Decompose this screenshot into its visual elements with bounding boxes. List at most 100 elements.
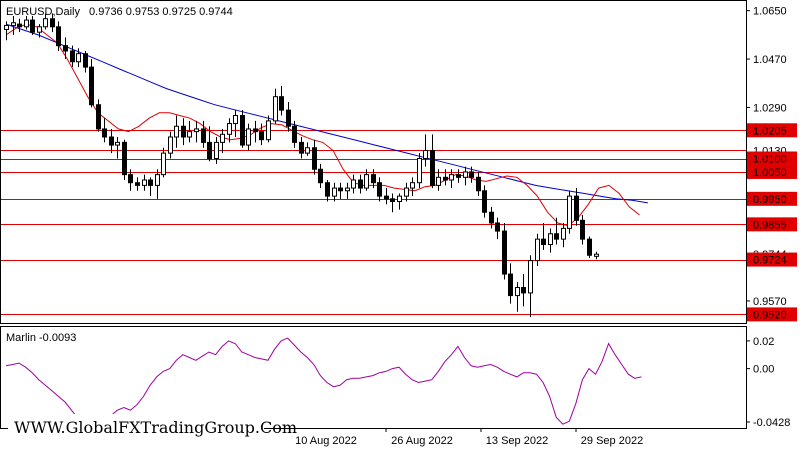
- candle: [24, 16, 29, 30]
- candle-body-bull: [214, 141, 219, 160]
- candle-body-bear: [50, 18, 55, 28]
- candle-body-bull: [246, 128, 251, 146]
- candle: [345, 182, 350, 199]
- candle-body-bear: [279, 96, 284, 111]
- candle: [128, 169, 133, 191]
- candle-body-bear: [574, 195, 579, 221]
- candle: [76, 48, 81, 68]
- candle-body-bull: [187, 131, 192, 138]
- main-chart-frame: [0, 0, 747, 324]
- candle-body-bear: [109, 136, 114, 146]
- indicator-tick-label: 0.00: [753, 364, 774, 376]
- candle-body-bear: [128, 174, 133, 184]
- candle: [528, 255, 533, 318]
- candle-body-bear: [371, 174, 376, 184]
- price-tick-label: 1.0470: [753, 54, 787, 66]
- level-label-box: [747, 252, 797, 267]
- candle-body-bear: [325, 182, 330, 197]
- candle: [259, 123, 264, 146]
- date-label: 10 Aug 2022: [295, 435, 357, 447]
- candle-body-bull: [528, 260, 533, 294]
- candle: [161, 147, 166, 178]
- candle-body-bull: [463, 171, 468, 178]
- candle-body-bear: [17, 23, 22, 28]
- candle: [410, 177, 415, 197]
- candle: [482, 185, 487, 218]
- candle-body-bear: [207, 141, 212, 160]
- ma-slow-line: [5, 23, 648, 204]
- price-tick-label: 1.0650: [753, 6, 787, 18]
- candle: [508, 263, 513, 304]
- level-label: 0.9724: [753, 255, 787, 267]
- level-label-box: [747, 307, 797, 322]
- price-tick-label: 1.0290: [753, 102, 787, 114]
- candle: [142, 174, 147, 191]
- candle-body-bear: [377, 182, 382, 197]
- candle: [580, 214, 585, 245]
- candle: [115, 137, 120, 159]
- level-label: 0.9520: [753, 309, 787, 321]
- candle-body-bull: [548, 233, 553, 246]
- candle: [194, 120, 199, 143]
- candle: [227, 118, 232, 143]
- candle: [89, 59, 94, 108]
- ohlc-readout: 0.9736 0.9753 0.9725 0.9744: [89, 6, 233, 18]
- indicator-frame: [0, 326, 747, 429]
- candle-body-bear: [338, 187, 343, 192]
- candle-body-bear: [489, 211, 494, 224]
- candle-body-bear: [587, 238, 592, 256]
- candle: [266, 115, 271, 143]
- candle-body-bear: [541, 238, 546, 246]
- candle-body-bull: [11, 22, 16, 26]
- candle-body-bull: [266, 120, 271, 141]
- indicator-tick-label: -0.0428: [753, 417, 790, 429]
- candle: [358, 174, 363, 194]
- candle: [449, 169, 454, 189]
- candle: [404, 182, 409, 202]
- horizontal-levels: [1, 130, 746, 315]
- candle: [279, 85, 284, 116]
- level-label: 1.0205: [753, 125, 787, 137]
- candle-body-bull: [410, 182, 415, 189]
- candle-body-bear: [312, 147, 317, 170]
- candle: [174, 115, 179, 148]
- candle-body-bull: [161, 152, 166, 176]
- candle-body-bull: [515, 287, 520, 297]
- candle-body-bull: [168, 136, 173, 154]
- candle-body-bear: [554, 233, 559, 240]
- candle: [214, 137, 219, 164]
- candle-body-bear: [30, 19, 35, 33]
- level-label: 1.0050: [753, 167, 787, 179]
- candle: [561, 223, 566, 248]
- candle-body-bull: [273, 96, 278, 122]
- candle: [168, 131, 173, 159]
- level-label-box: [747, 217, 797, 232]
- candle-body-bear: [135, 182, 140, 186]
- candle-body-bear: [70, 50, 75, 63]
- candle-body-bear: [508, 273, 513, 297]
- candle: [122, 139, 127, 181]
- watermark-backdrop: [8, 414, 264, 440]
- candle: [56, 21, 61, 51]
- candle: [489, 206, 494, 229]
- candle-body-bear: [299, 141, 304, 154]
- candle-body-bull: [37, 26, 42, 33]
- candle-body-bull: [436, 176, 441, 186]
- candle: [253, 120, 258, 143]
- candle: [312, 139, 317, 175]
- chart-header: EURUSD,Daily 0.9736 0.9753 0.9725 0.9744: [6, 6, 233, 18]
- candle-body-bear: [502, 230, 507, 275]
- candle: [535, 233, 540, 267]
- level-label-box: [747, 123, 797, 138]
- candle-body-bull: [24, 19, 29, 28]
- candle-body-bear: [390, 198, 395, 203]
- candle: [397, 193, 402, 210]
- candle: [273, 88, 278, 124]
- candle: [43, 13, 48, 30]
- candle-body-bear: [89, 66, 94, 106]
- candle-body-bear: [456, 174, 461, 178]
- level-label: 1.0100: [753, 154, 787, 166]
- candle: [50, 13, 55, 33]
- candle-body-bull: [404, 187, 409, 197]
- candle: [181, 118, 186, 146]
